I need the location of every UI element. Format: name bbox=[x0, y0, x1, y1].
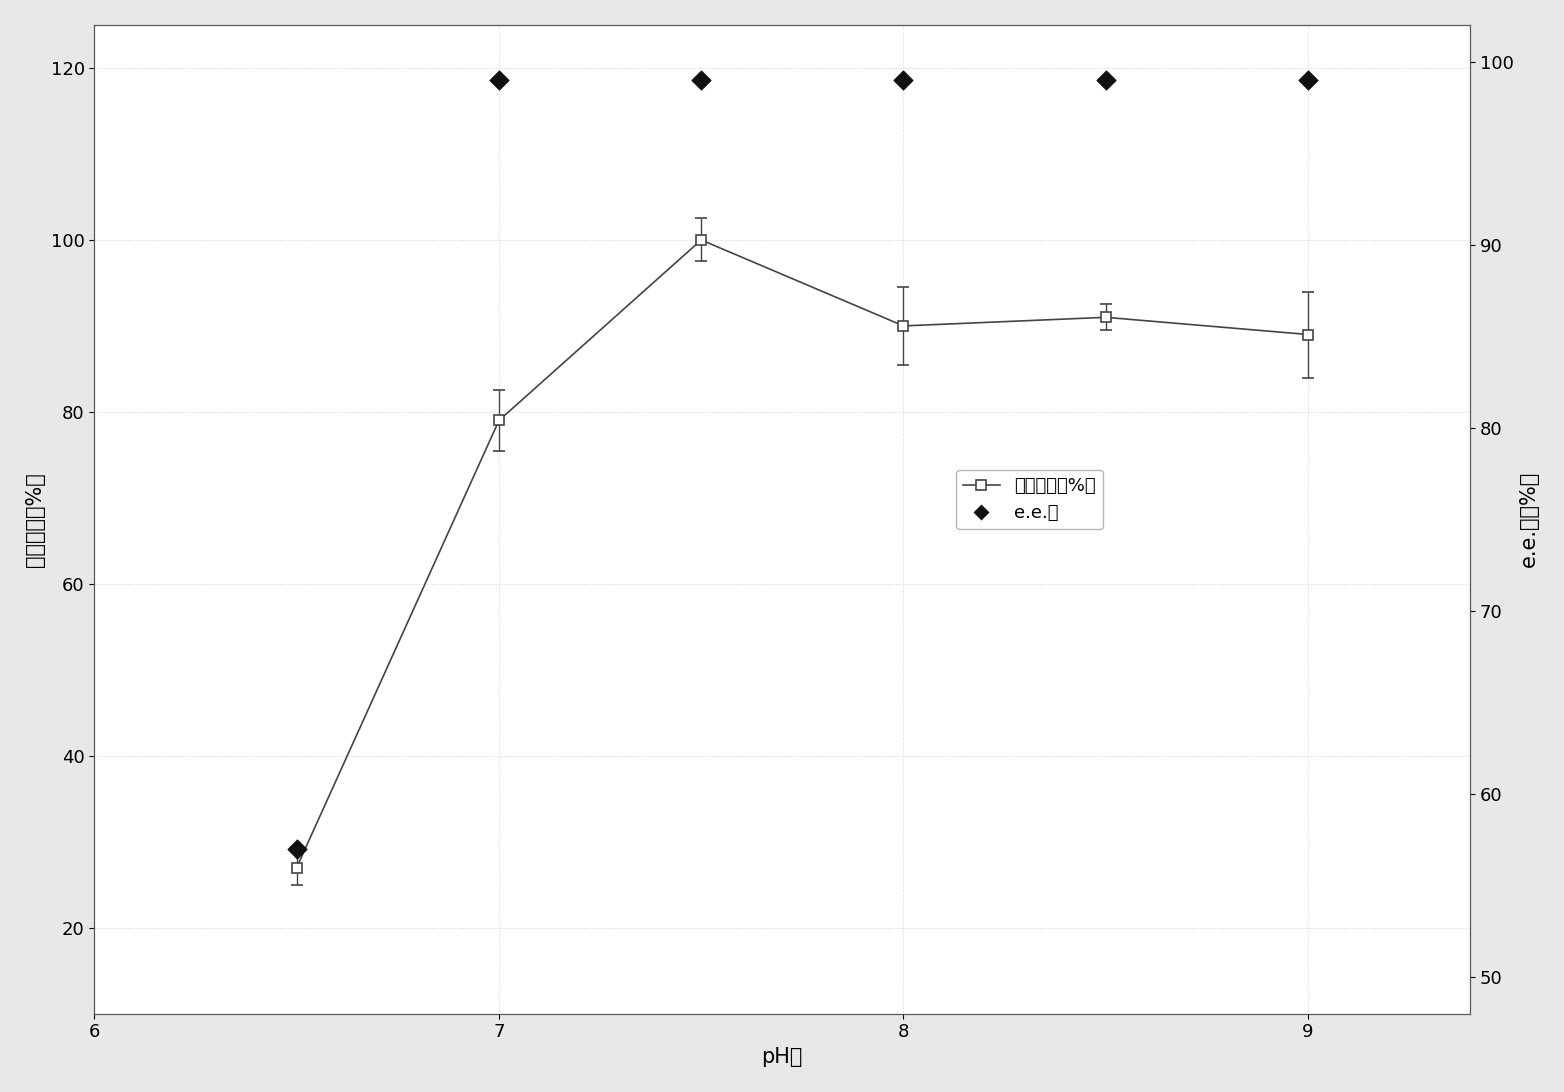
e.e.値 bbox=[486, 71, 511, 88]
e.e.値 bbox=[1093, 71, 1118, 88]
e.e.値 bbox=[1295, 71, 1320, 88]
e.e.値 bbox=[285, 840, 310, 857]
Legend: 相对活性（%）, e.e.値: 相对活性（%）, e.e.値 bbox=[956, 470, 1103, 530]
e.e.値 bbox=[891, 71, 917, 88]
Y-axis label: e.e.値（%）: e.e.値（%） bbox=[1519, 472, 1539, 568]
e.e.値 bbox=[688, 71, 713, 88]
X-axis label: pH値: pH値 bbox=[762, 1047, 802, 1067]
Y-axis label: 相对活性（%）: 相对活性（%） bbox=[25, 472, 45, 567]
